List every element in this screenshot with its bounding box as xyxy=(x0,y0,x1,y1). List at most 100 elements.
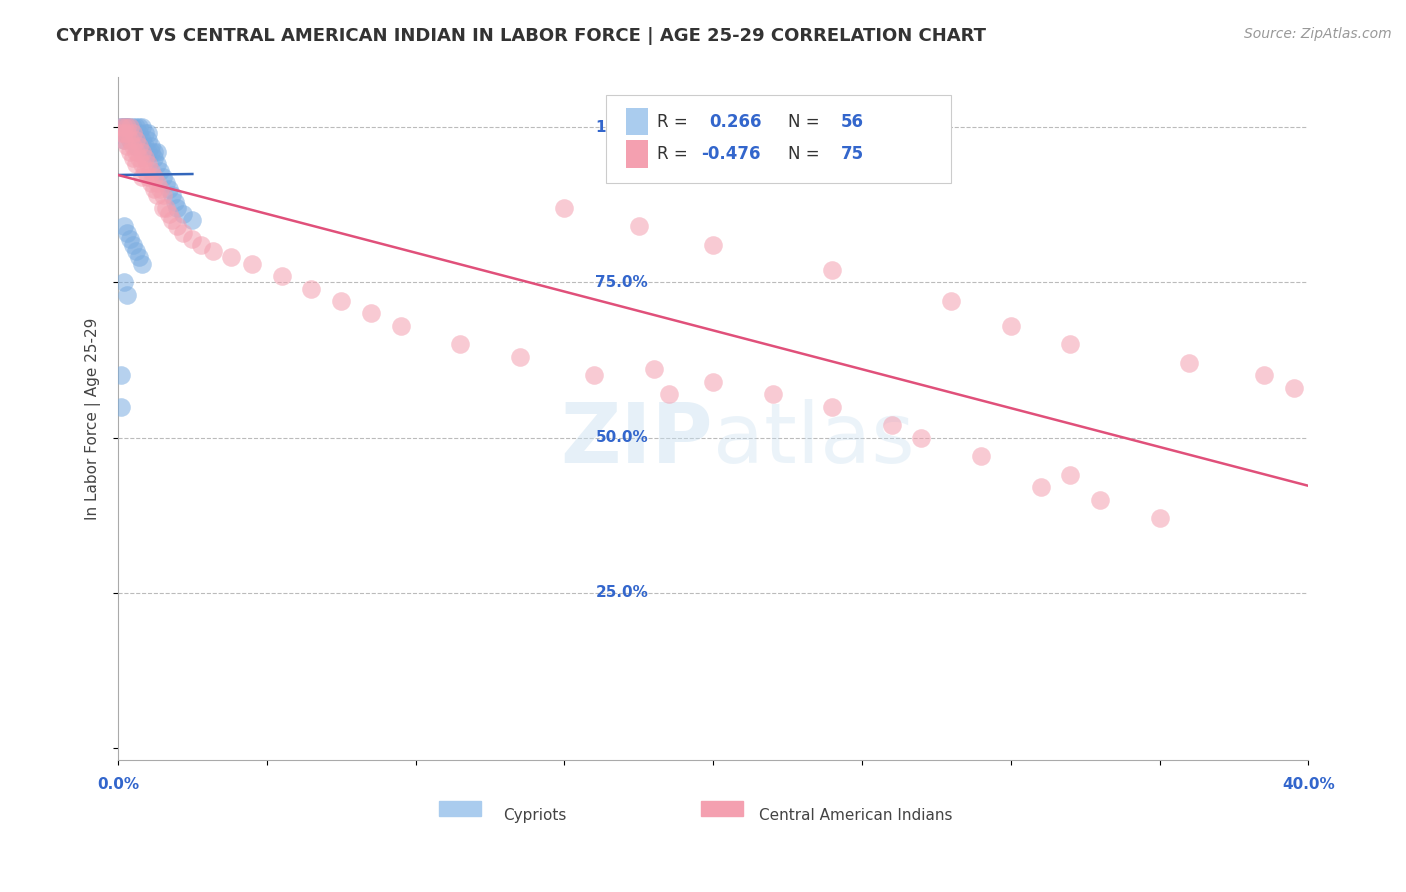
Point xyxy=(1282,381,1305,395)
Text: 25.0%: 25.0% xyxy=(595,585,648,600)
Point xyxy=(145,188,167,202)
Point xyxy=(115,287,138,301)
Point xyxy=(155,176,177,190)
Point xyxy=(821,400,844,414)
Point xyxy=(1059,467,1081,482)
Point xyxy=(128,120,150,134)
Point xyxy=(134,151,156,165)
Point xyxy=(125,138,148,153)
Point xyxy=(112,120,135,134)
Point xyxy=(128,138,150,153)
FancyBboxPatch shape xyxy=(626,108,648,136)
Point xyxy=(121,138,143,153)
Point xyxy=(136,132,159,146)
Text: ZIP: ZIP xyxy=(561,399,713,480)
Point xyxy=(145,145,167,159)
Point xyxy=(145,176,167,190)
Point xyxy=(112,132,135,146)
Point xyxy=(139,138,162,153)
Point xyxy=(115,120,138,134)
Point xyxy=(1253,368,1275,383)
Point xyxy=(118,232,141,246)
Text: N =: N = xyxy=(789,112,825,131)
Point xyxy=(110,368,132,383)
Point xyxy=(702,238,724,252)
Point xyxy=(125,132,148,146)
Point xyxy=(941,293,963,308)
Point xyxy=(163,194,186,209)
Point xyxy=(330,293,353,308)
Point xyxy=(131,145,153,159)
Point xyxy=(134,138,156,153)
Point xyxy=(136,157,159,171)
Point xyxy=(110,120,132,134)
Point xyxy=(166,201,188,215)
Point xyxy=(110,126,132,140)
Point xyxy=(115,138,138,153)
Point xyxy=(172,207,194,221)
Text: 50.0%: 50.0% xyxy=(595,430,648,445)
Point xyxy=(643,362,665,376)
Point xyxy=(115,126,138,140)
Point xyxy=(131,132,153,146)
Point xyxy=(125,145,148,159)
Point xyxy=(128,138,150,153)
Point xyxy=(118,126,141,140)
Point xyxy=(134,126,156,140)
Point xyxy=(181,213,204,227)
Text: 100.0%: 100.0% xyxy=(595,120,658,135)
Text: 75: 75 xyxy=(841,145,863,163)
Point xyxy=(553,201,575,215)
Point xyxy=(110,120,132,134)
Point xyxy=(112,276,135,290)
Point xyxy=(121,238,143,252)
Point xyxy=(125,120,148,134)
Point xyxy=(136,126,159,140)
Point xyxy=(160,213,183,227)
Point xyxy=(627,219,650,234)
Point xyxy=(131,157,153,171)
Point xyxy=(121,126,143,140)
Point xyxy=(389,318,412,333)
Point xyxy=(149,163,172,178)
Point xyxy=(110,400,132,414)
Point xyxy=(1029,480,1052,494)
Point xyxy=(152,188,174,202)
Point xyxy=(125,126,148,140)
Point xyxy=(157,182,180,196)
Point xyxy=(202,244,225,259)
Point xyxy=(145,157,167,171)
Text: 75.0%: 75.0% xyxy=(595,275,648,290)
Point xyxy=(299,281,322,295)
Text: Source: ZipAtlas.com: Source: ZipAtlas.com xyxy=(1244,27,1392,41)
Point xyxy=(121,120,143,134)
Point xyxy=(160,188,183,202)
Point xyxy=(702,375,724,389)
Point xyxy=(121,151,143,165)
Text: 0.266: 0.266 xyxy=(710,112,762,131)
Point xyxy=(128,126,150,140)
Point xyxy=(149,182,172,196)
Point xyxy=(112,126,135,140)
Point xyxy=(121,126,143,140)
Text: N =: N = xyxy=(789,145,825,163)
FancyBboxPatch shape xyxy=(606,95,952,183)
Point xyxy=(142,169,165,184)
Point xyxy=(131,169,153,184)
Point xyxy=(125,157,148,171)
Point xyxy=(139,176,162,190)
FancyBboxPatch shape xyxy=(440,801,481,816)
FancyBboxPatch shape xyxy=(626,140,648,168)
Text: Central American Indians: Central American Indians xyxy=(759,808,953,823)
Point xyxy=(240,257,263,271)
Point xyxy=(449,337,471,351)
Point xyxy=(1088,492,1111,507)
Point xyxy=(190,238,212,252)
Text: Cypriots: Cypriots xyxy=(503,808,567,823)
Text: R =: R = xyxy=(657,112,693,131)
Point xyxy=(157,207,180,221)
Text: 56: 56 xyxy=(841,112,863,131)
Point xyxy=(970,449,993,463)
Text: R =: R = xyxy=(657,145,693,163)
FancyBboxPatch shape xyxy=(702,801,742,816)
